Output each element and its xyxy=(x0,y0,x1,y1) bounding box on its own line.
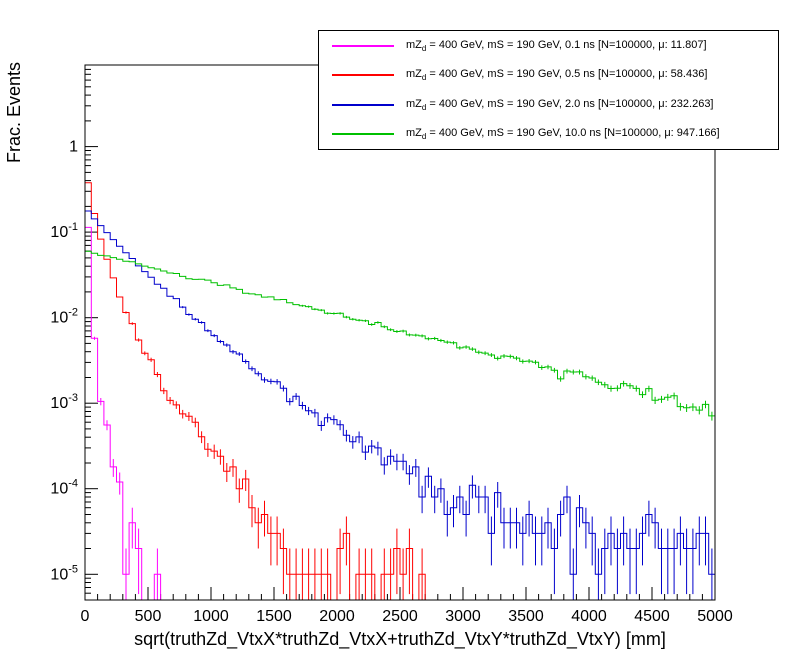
x-tick-label: 3500 xyxy=(508,608,544,625)
legend-label: mZd = 400 GeV, mS = 190 GeV, 0.5 ns [N=1… xyxy=(406,68,708,83)
legend-entry: mZd = 400 GeV, mS = 190 GeV, 10.0 ns [N=… xyxy=(319,120,778,149)
x-tick-label: 3000 xyxy=(445,608,481,625)
x-tick-label: 2500 xyxy=(382,608,418,625)
x-tick-label: 2000 xyxy=(319,608,355,625)
y-tick-label: 10-4 xyxy=(50,478,78,498)
x-tick-label: 4500 xyxy=(634,608,670,625)
legend-line-sample xyxy=(332,44,394,47)
y-tick-label: 10-5 xyxy=(50,563,78,583)
legend-label: mZd = 400 GeV, mS = 190 GeV, 2.0 ns [N=1… xyxy=(406,97,714,112)
y-tick-label: 1 xyxy=(69,139,78,156)
legend: mZd = 400 GeV, mS = 190 GeV, 0.1 ns [N=1… xyxy=(318,30,779,150)
legend-line-sample xyxy=(332,103,394,106)
x-tick-label: 1500 xyxy=(256,608,292,625)
legend-line-sample xyxy=(332,74,394,77)
x-tick-label: 5000 xyxy=(697,608,733,625)
legend-label: mZd = 400 GeV, mS = 190 GeV, 0.1 ns [N=1… xyxy=(406,38,707,53)
y-tick-label: 10-1 xyxy=(50,221,78,241)
legend-entry: mZd = 400 GeV, mS = 190 GeV, 0.1 ns [N=1… xyxy=(319,31,778,60)
y-axis-title: Frac. Events xyxy=(4,62,24,164)
legend-label: mZd = 400 GeV, mS = 190 GeV, 10.0 ns [N=… xyxy=(406,127,720,142)
legend-entry: mZd = 400 GeV, mS = 190 GeV, 2.0 ns [N=1… xyxy=(319,90,778,119)
x-axis-title: sqrt(truthZd_VtxX*truthZd_VtxX+truthZd_V… xyxy=(134,629,666,649)
x-tick-label: 1000 xyxy=(193,608,229,625)
y-tick-label: 10-3 xyxy=(50,392,78,412)
x-tick-label: 500 xyxy=(135,608,162,625)
y-tick-label: 10-2 xyxy=(50,307,78,327)
x-tick-label: 4000 xyxy=(571,608,607,625)
legend-entry: mZd = 400 GeV, mS = 190 GeV, 0.5 ns [N=1… xyxy=(319,61,778,90)
x-tick-label: 0 xyxy=(81,608,90,625)
legend-line-sample xyxy=(332,133,394,136)
